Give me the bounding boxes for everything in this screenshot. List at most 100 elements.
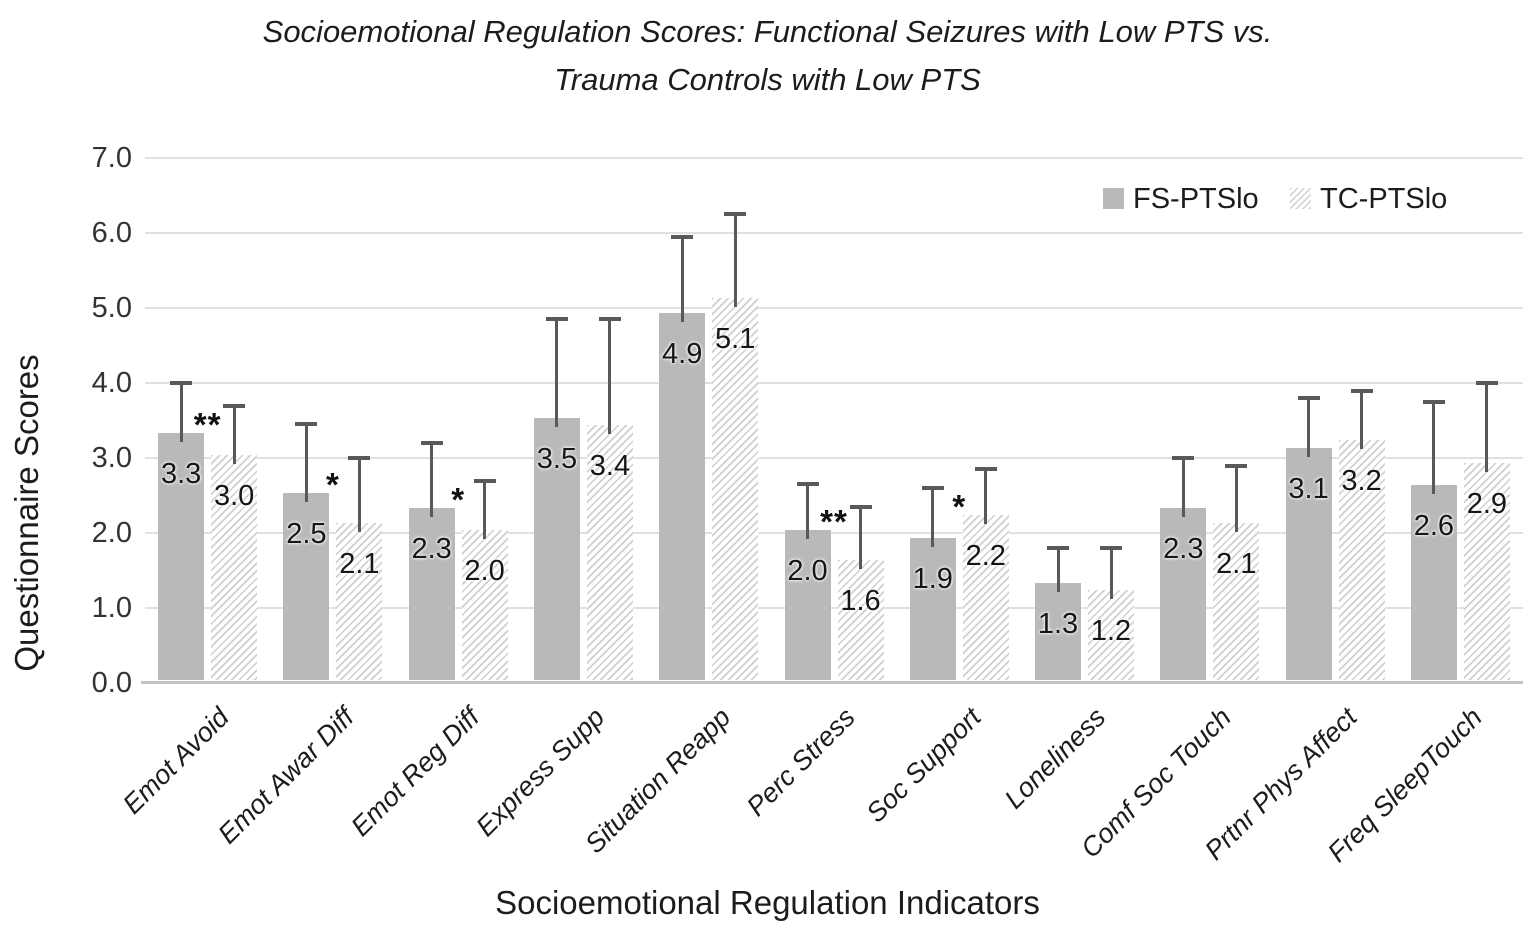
- error-bar-line: [232, 405, 236, 464]
- error-bar-line: [1360, 390, 1364, 449]
- significance-marker: **: [820, 503, 848, 540]
- value-label: 2.5: [286, 517, 327, 550]
- error-bar-line: [680, 236, 684, 322]
- value-label: 1.6: [840, 585, 881, 617]
- y-axis-title: Questionnaire Scores: [8, 354, 45, 672]
- bar-tc-ptslo: [211, 455, 258, 680]
- value-label: 1.9: [912, 562, 953, 595]
- error-bar-line: [608, 319, 612, 434]
- error-bar-cap: [1297, 396, 1320, 400]
- error-bar-cap: [671, 234, 694, 239]
- error-bar-line: [1234, 465, 1238, 532]
- gridline: [145, 532, 1523, 534]
- error-bar-line: [859, 506, 862, 569]
- error-bar-cap: [796, 482, 819, 487]
- bar-fs-ptslo: [909, 537, 956, 680]
- value-label: 3.1: [1288, 472, 1329, 505]
- y-tick-label: 6.0: [91, 217, 132, 249]
- category-label: Perc Stress: [741, 702, 862, 822]
- significance-marker: **: [193, 405, 222, 443]
- error-bar-line: [1109, 548, 1113, 599]
- value-label: 3.5: [536, 442, 578, 475]
- legend-label-fs-ptslo: FS-PTSlo: [1133, 183, 1259, 215]
- error-bar-cap: [1172, 456, 1195, 460]
- y-tick-label: 4.0: [91, 367, 132, 399]
- bar-fs-ptslo: [533, 417, 580, 680]
- error-bar-cap: [598, 317, 621, 322]
- value-label: 1.3: [1037, 607, 1079, 640]
- error-bar-cap: [974, 467, 997, 472]
- error-bar-cap: [1100, 546, 1123, 550]
- value-label: 2.0: [464, 555, 505, 587]
- bar-tc-ptslo: [1213, 522, 1260, 680]
- error-bar-cap: [545, 317, 568, 322]
- value-label: 5.1: [715, 322, 756, 355]
- bar-tc-ptslo: [962, 515, 1009, 680]
- bar-tc-ptslo: [1338, 440, 1385, 680]
- value-label: 2.1: [1216, 547, 1257, 580]
- y-tick-label: 0.0: [91, 667, 132, 699]
- error-bar-cap: [1047, 546, 1070, 550]
- y-tick-label: 1.0: [91, 592, 132, 624]
- bar-tc-ptslo: [1463, 462, 1510, 680]
- y-tick-label: 5.0: [91, 292, 132, 324]
- bar-tc-ptslo: [336, 522, 383, 680]
- error-bar-line: [430, 443, 434, 517]
- gridline: [145, 457, 1523, 459]
- bar-fs-ptslo: [1160, 507, 1207, 680]
- significance-marker: *: [451, 480, 466, 518]
- category-label: Express Supp: [470, 702, 611, 843]
- bar-fs-ptslo: [1285, 447, 1332, 680]
- chart-title: Socioemotional Regulation Scores: Functi…: [0, 8, 1535, 104]
- error-bar-cap: [473, 478, 496, 483]
- bar-fs-ptslo: [283, 492, 330, 680]
- value-label: 2.6: [1413, 510, 1455, 542]
- error-bar-cap: [849, 504, 872, 509]
- category-label: Loneliness: [999, 702, 1112, 815]
- value-label: 2.2: [965, 540, 1006, 572]
- error-bar-line: [483, 480, 487, 539]
- legend-label-tc-ptslo: TC-PTSlo: [1320, 183, 1448, 215]
- error-bar-cap: [1422, 399, 1445, 404]
- plot-area: 3.3 3.0 ** 2.5 2.1 * 2.3 2.0 * 3.5 3.4 4.9 5.1 2.0 1.6…: [141, 157, 1523, 684]
- bar-tc-ptslo: [1088, 590, 1135, 680]
- value-label: 3.4: [589, 450, 631, 482]
- significance-marker: *: [325, 465, 340, 503]
- value-label: 4.9: [662, 337, 703, 370]
- error-bar-cap: [921, 486, 944, 490]
- error-bar-cap: [170, 381, 193, 385]
- error-bar-line: [304, 424, 308, 502]
- legend-swatch-fs-ptslo: [1103, 188, 1124, 209]
- y-tick-label: 7.0: [91, 142, 132, 174]
- error-bar-cap: [1225, 463, 1248, 468]
- value-label: 3.0: [213, 480, 255, 512]
- error-bar-cap: [1350, 388, 1373, 393]
- x-axis-title: Socioemotional Regulation Indicators: [495, 884, 1040, 921]
- error-bar-cap: [348, 456, 371, 460]
- error-bar-line: [1056, 548, 1060, 592]
- category-label: Emot Reg Diff: [345, 702, 486, 843]
- gridline: [145, 307, 1523, 309]
- value-label: 2.1: [339, 547, 380, 580]
- chart-title-line2: Trauma Controls with Low PTS: [554, 62, 981, 97]
- error-bar-line: [357, 458, 361, 532]
- gridline: [145, 232, 1523, 234]
- error-bar-line: [931, 488, 935, 547]
- value-label: 2.9: [1466, 487, 1508, 520]
- error-bar-cap: [295, 422, 318, 427]
- error-bar-cap: [420, 441, 443, 445]
- gridline: [145, 157, 1523, 159]
- category-label: Soc Support: [860, 702, 987, 829]
- gridline: [145, 382, 1523, 384]
- error-bar-cap: [1475, 381, 1498, 385]
- value-label: 2.3: [1163, 532, 1204, 565]
- significance-marker: *: [952, 488, 967, 525]
- error-bar-line: [733, 214, 737, 307]
- error-bar-line: [555, 319, 559, 427]
- bar-fs-ptslo: [158, 432, 205, 680]
- error-bar-line: [1432, 401, 1436, 494]
- value-label: 3.2: [1341, 465, 1382, 497]
- bar-fs-ptslo: [784, 530, 831, 680]
- bar-tc-ptslo: [712, 297, 759, 680]
